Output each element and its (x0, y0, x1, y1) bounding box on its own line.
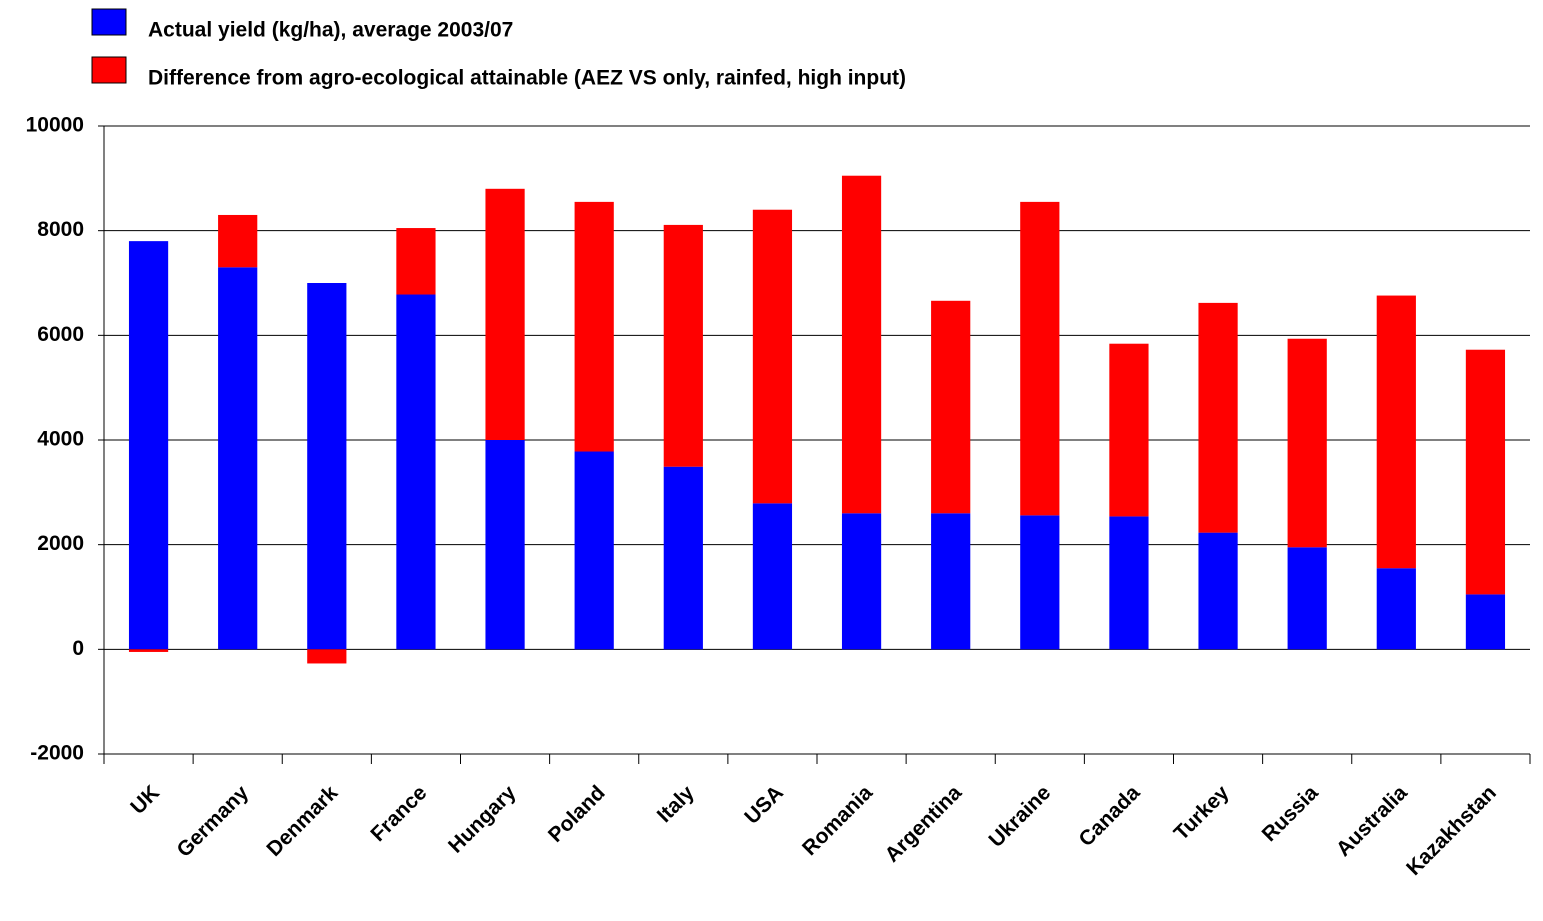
bar-segment (1109, 343, 1149, 517)
bar-segment (307, 283, 347, 650)
bar-segment (663, 224, 703, 467)
bar-segment (128, 241, 169, 650)
x-tick-label: USA (740, 781, 788, 829)
bar-segment (931, 300, 971, 514)
bar-segment (1198, 532, 1238, 650)
bar-segment (485, 440, 525, 650)
x-tick-label: Italy (653, 781, 699, 827)
y-tick-label: 0 (72, 637, 84, 660)
x-tick-label: Germany (173, 781, 254, 862)
x-tick-label: Denmark (262, 781, 342, 861)
bar-segment (841, 175, 882, 514)
x-tick-label: Australia (1332, 781, 1412, 861)
bar-segment (752, 209, 793, 504)
bar-segment (1465, 349, 1506, 595)
bar-segment (931, 513, 971, 650)
bar-segment (307, 649, 347, 664)
bar-segment (396, 294, 436, 650)
legend-label: Difference from agro-ecological attainab… (148, 67, 906, 90)
bar-segment (1287, 547, 1327, 650)
y-tick-label: 8000 (37, 218, 84, 241)
x-tick-label: Turkey (1170, 781, 1234, 845)
bar-segment (1465, 594, 1506, 650)
bar-segment (1376, 568, 1416, 650)
bar-segment (1109, 516, 1149, 650)
bar-segment (1376, 295, 1416, 569)
x-tick-label: France (366, 781, 431, 846)
bar-segment (1020, 201, 1060, 516)
bar-segment (128, 649, 169, 652)
legend-swatch (91, 56, 127, 84)
legend-swatch (91, 8, 127, 36)
legend-label: Actual yield (kg/ha), average 2003/07 (148, 19, 513, 42)
bar-segment (841, 513, 882, 650)
bar-segment (218, 214, 258, 268)
y-tick-label: 2000 (37, 532, 84, 555)
bar-segment (574, 201, 614, 452)
bar-segment (574, 451, 614, 650)
bar-segment (485, 188, 525, 440)
x-tick-label: Russia (1258, 781, 1323, 846)
bar-segment (1287, 338, 1327, 548)
x-tick-label: Canada (1074, 781, 1144, 851)
bar-segment (663, 466, 703, 650)
x-tick-label: Ukraine (985, 781, 1056, 852)
bar-segment (1198, 302, 1238, 533)
y-tick-label: 6000 (37, 323, 84, 346)
x-tick-label: UK (126, 781, 164, 819)
x-tick-label: Kazakhstan (1402, 781, 1501, 880)
x-tick-label: Argentina (881, 781, 967, 867)
bar-segment (396, 228, 436, 295)
y-tick-label: 4000 (37, 428, 84, 451)
bar-segment (752, 503, 793, 650)
y-tick-label: -2000 (30, 742, 84, 765)
x-tick-label: Poland (544, 781, 610, 847)
bar-segment (218, 267, 258, 650)
y-tick-label: 10000 (26, 114, 84, 137)
x-tick-label: Romania (798, 781, 877, 860)
bar-segment (1020, 515, 1060, 650)
x-tick-label: Hungary (444, 781, 521, 858)
